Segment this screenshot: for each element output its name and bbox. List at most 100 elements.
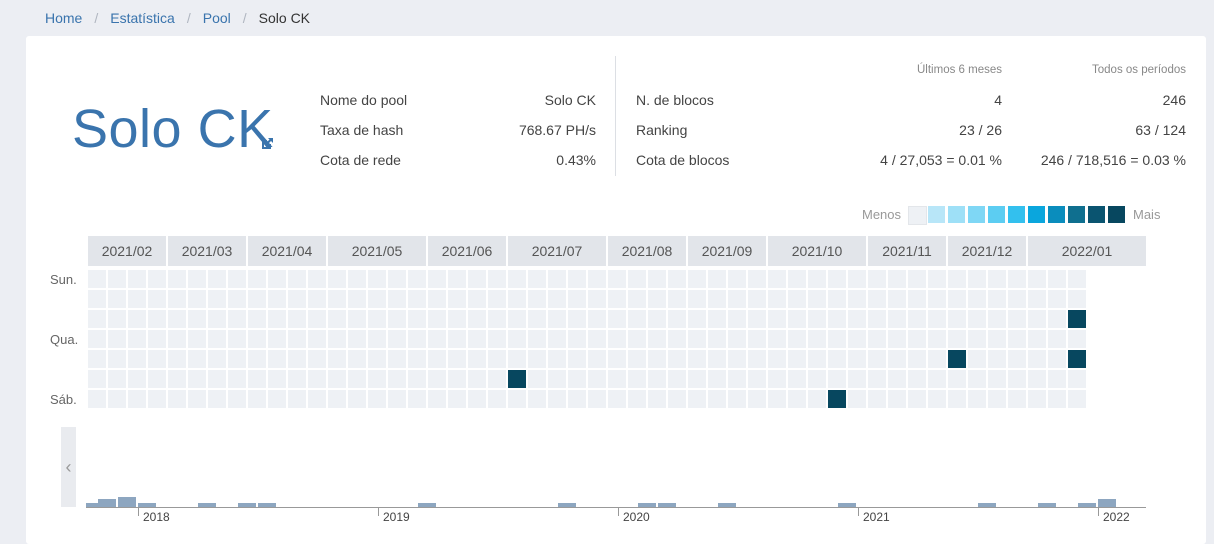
heatmap-cell[interactable] [848, 330, 866, 348]
heatmap-cell[interactable] [208, 310, 226, 328]
heatmap-cell[interactable] [328, 290, 346, 308]
heatmap-cell[interactable] [608, 290, 626, 308]
heatmap-cell[interactable] [268, 270, 286, 288]
heatmap-cell[interactable] [548, 390, 566, 408]
heatmap-cell[interactable] [748, 350, 766, 368]
heatmap-cell[interactable] [608, 350, 626, 368]
heatmap-cell[interactable] [108, 290, 126, 308]
heatmap-cell[interactable] [1028, 290, 1046, 308]
heatmap-cell[interactable] [308, 350, 326, 368]
heatmap-cell[interactable] [1048, 390, 1066, 408]
heatmap-cell[interactable] [548, 350, 566, 368]
heatmap-cell[interactable] [228, 370, 246, 388]
heatmap-cell[interactable] [1028, 350, 1046, 368]
heatmap-cell[interactable] [588, 290, 606, 308]
heatmap-cell[interactable] [148, 370, 166, 388]
heatmap-cell[interactable] [568, 270, 586, 288]
heatmap-cell[interactable] [168, 290, 186, 308]
heatmap-cell[interactable] [188, 290, 206, 308]
heatmap-cell[interactable] [628, 350, 646, 368]
heatmap-cell[interactable] [708, 270, 726, 288]
heatmap-cell[interactable] [948, 310, 966, 328]
heatmap-cell[interactable] [148, 330, 166, 348]
heatmap-cell[interactable] [848, 270, 866, 288]
heatmap-cell[interactable] [388, 310, 406, 328]
heatmap-cell[interactable] [448, 330, 466, 348]
heatmap-cell[interactable] [428, 390, 446, 408]
heatmap-cell[interactable] [108, 370, 126, 388]
heatmap-cell[interactable] [308, 290, 326, 308]
timeline-prev-button[interactable]: ‹ [61, 427, 76, 507]
heatmap-cell[interactable] [528, 330, 546, 348]
heatmap-cell[interactable] [428, 290, 446, 308]
heatmap-cell[interactable] [728, 310, 746, 328]
heatmap-cell[interactable] [1008, 330, 1026, 348]
heatmap-cell[interactable] [908, 270, 926, 288]
heatmap-cell[interactable] [348, 390, 366, 408]
heatmap-cell[interactable] [388, 350, 406, 368]
heatmap-cell[interactable] [768, 350, 786, 368]
heatmap-cell[interactable] [808, 370, 826, 388]
heatmap-cell[interactable] [888, 270, 906, 288]
heatmap-cell[interactable] [948, 390, 966, 408]
heatmap-cell[interactable] [88, 350, 106, 368]
heatmap-cell[interactable] [408, 330, 426, 348]
heatmap-cell[interactable] [288, 330, 306, 348]
heatmap-cell[interactable] [1028, 270, 1046, 288]
heatmap-cell[interactable] [508, 310, 526, 328]
heatmap-cell[interactable] [768, 310, 786, 328]
heatmap-cell[interactable] [948, 370, 966, 388]
heatmap-cell[interactable] [328, 370, 346, 388]
heatmap-cell[interactable] [528, 370, 546, 388]
heatmap-cell[interactable] [88, 310, 106, 328]
heatmap-cell[interactable] [788, 270, 806, 288]
breadcrumb-estatistica[interactable]: Estatística [110, 10, 175, 26]
heatmap-cell[interactable] [168, 330, 186, 348]
heatmap-cell[interactable] [768, 390, 786, 408]
heatmap-cell[interactable] [788, 390, 806, 408]
heatmap-cell[interactable] [308, 370, 326, 388]
heatmap-cell[interactable] [728, 330, 746, 348]
heatmap-cell[interactable] [588, 330, 606, 348]
heatmap-cell[interactable] [368, 290, 386, 308]
heatmap-cell[interactable] [1068, 390, 1086, 408]
heatmap-cell[interactable] [168, 270, 186, 288]
heatmap-cell[interactable] [1048, 330, 1066, 348]
heatmap-cell[interactable] [608, 310, 626, 328]
heatmap-cell[interactable] [328, 330, 346, 348]
heatmap-cell[interactable] [168, 350, 186, 368]
heatmap-cell[interactable] [968, 370, 986, 388]
heatmap-cell[interactable] [228, 330, 246, 348]
heatmap-cell-filled[interactable] [948, 350, 966, 368]
heatmap-cell[interactable] [348, 270, 366, 288]
heatmap-cell[interactable] [248, 330, 266, 348]
heatmap-cell[interactable] [748, 370, 766, 388]
heatmap-cell[interactable] [868, 270, 886, 288]
heatmap-cell[interactable] [548, 310, 566, 328]
heatmap-cell[interactable] [948, 290, 966, 308]
heatmap-cell[interactable] [128, 290, 146, 308]
heatmap-cell[interactable] [408, 310, 426, 328]
heatmap-cell[interactable] [348, 310, 366, 328]
heatmap-cell-filled[interactable] [828, 390, 846, 408]
heatmap-cell[interactable] [368, 350, 386, 368]
heatmap-cell[interactable] [528, 350, 546, 368]
heatmap-cell[interactable] [248, 270, 266, 288]
heatmap-cell[interactable] [628, 270, 646, 288]
heatmap-cell[interactable] [808, 390, 826, 408]
heatmap-cell[interactable] [228, 310, 246, 328]
heatmap-cell[interactable] [868, 350, 886, 368]
heatmap-cell[interactable] [148, 270, 166, 288]
heatmap-cell[interactable] [888, 390, 906, 408]
heatmap-cell[interactable] [508, 390, 526, 408]
heatmap-cell[interactable] [648, 310, 666, 328]
heatmap-cell[interactable] [668, 370, 686, 388]
heatmap-cell[interactable] [748, 310, 766, 328]
heatmap-cell[interactable] [928, 390, 946, 408]
heatmap-cell[interactable] [488, 290, 506, 308]
heatmap-cell[interactable] [188, 350, 206, 368]
heatmap-cell[interactable] [808, 270, 826, 288]
heatmap-cell[interactable] [568, 370, 586, 388]
heatmap-cell[interactable] [608, 330, 626, 348]
heatmap-cell[interactable] [788, 310, 806, 328]
